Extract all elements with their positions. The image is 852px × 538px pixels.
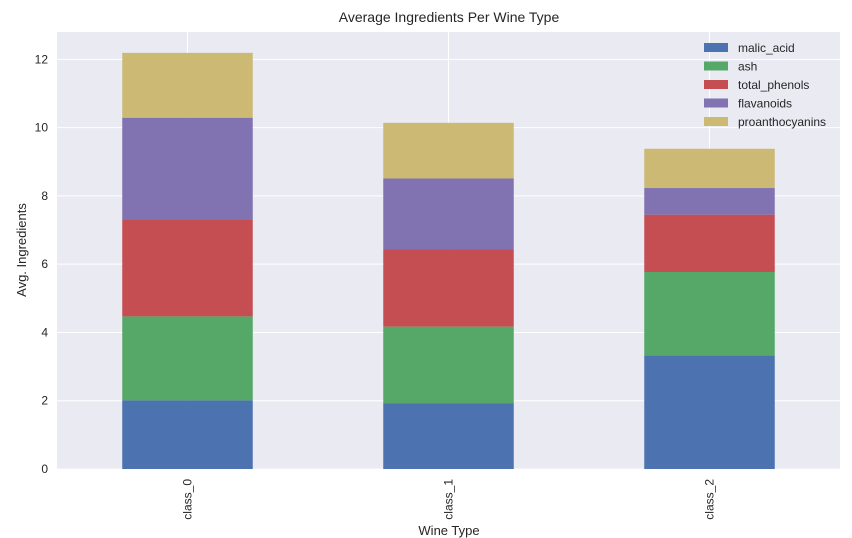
y-axis-label: Avg. Ingredients	[14, 203, 29, 297]
bar-segment-total_phenols	[122, 219, 253, 317]
legend-label: flavanoids	[738, 97, 792, 111]
bar-segment-proanthocyanins	[383, 122, 514, 179]
x-tick-label: class_0	[181, 479, 195, 520]
y-tick-label: 12	[35, 52, 49, 66]
bar-segment-total_phenols	[644, 214, 775, 273]
legend-label: proanthocyanins	[738, 115, 826, 129]
x-axis-ticks: class_0 class_1 class_2	[181, 479, 717, 520]
y-tick-label: 4	[41, 325, 48, 339]
bar-segment-proanthocyanins	[122, 52, 253, 118]
legend-swatch	[704, 43, 728, 52]
x-tick-label: class_1	[442, 479, 456, 520]
x-tick-label: class_2	[703, 479, 717, 520]
chart-title: Average Ingredients Per Wine Type	[339, 9, 560, 25]
bar-segment-malic_acid	[122, 400, 253, 469]
legend-label: ash	[738, 60, 757, 74]
bar-segment-proanthocyanins	[644, 148, 775, 189]
bar-segment-flavanoids	[644, 188, 775, 215]
bar-segment-ash	[122, 316, 253, 401]
y-tick-label: 10	[35, 121, 49, 135]
legend-swatch	[704, 80, 728, 89]
y-tick-label: 8	[41, 189, 48, 203]
bar-segment-flavanoids	[383, 178, 514, 250]
legend-swatch	[704, 98, 728, 108]
bars	[122, 52, 775, 469]
legend-swatch	[704, 61, 728, 71]
bar-segment-flavanoids	[122, 117, 253, 220]
bar-segment-malic_acid	[644, 355, 775, 469]
y-tick-label: 6	[41, 257, 48, 271]
bar-segment-total_phenols	[383, 249, 514, 327]
y-tick-label: 0	[41, 462, 48, 476]
bar-segment-malic_acid	[383, 403, 514, 469]
y-tick-label: 2	[41, 394, 48, 408]
legend-label: malic_acid	[738, 41, 795, 55]
legend-swatch	[704, 117, 728, 126]
legend-label: total_phenols	[738, 78, 809, 92]
x-axis-label: Wine Type	[418, 523, 479, 538]
bar-segment-ash	[383, 326, 514, 404]
bar-segment-ash	[644, 272, 775, 356]
y-axis-ticks: 0 2 4 6 8 10 12	[35, 52, 49, 476]
